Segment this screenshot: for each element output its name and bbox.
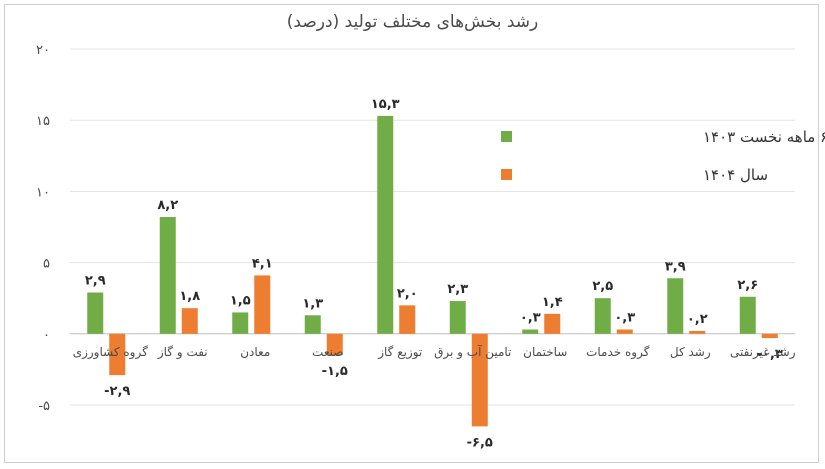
bar-series2 xyxy=(761,333,778,339)
bar-series1 xyxy=(159,217,176,334)
y-tick-label: ۱۰ xyxy=(36,185,50,200)
data-label: ۱,۸ xyxy=(179,289,200,304)
category-label: گروه کشاورزی xyxy=(73,345,148,360)
category-labels: گروه کشاورزی نفت و گاز معادن صنعت توزیع گاز ت… xyxy=(73,344,796,360)
data-label: ۸,۲ xyxy=(157,198,178,213)
bar-series2 xyxy=(181,308,198,334)
y-tick-label: ۱۵ xyxy=(36,114,50,129)
data-label: -۱,۵ xyxy=(322,364,348,379)
bars xyxy=(87,115,778,427)
data-labels: ۲,۹ -۲,۹ ۸,۲ ۱,۸ ۱,۵ ۴,۱ ۱,۳ -۱,۵ ۱۵,۳ ۲,۰ ۲,۳ -۶,۵… xyxy=(85,97,783,450)
category-label: تامین آب و برق xyxy=(434,344,511,360)
category-label: رشد کل xyxy=(670,345,711,360)
bar-series1 xyxy=(667,278,684,334)
gridlines xyxy=(70,48,795,406)
bar-series2 xyxy=(326,333,343,356)
y-tick-label: -۵ xyxy=(38,399,50,414)
bar-series1 xyxy=(87,292,104,334)
legend-swatch xyxy=(501,131,512,142)
category-label: ساختمان xyxy=(523,345,567,359)
bar-series2 xyxy=(544,313,561,334)
data-label: ۱,۴ xyxy=(542,295,563,310)
data-label: ۴,۱ xyxy=(252,256,273,271)
legend: ۶ ماهه نخست ۱۴۰۳ سال ۱۴۰۴ xyxy=(501,128,825,184)
data-label: ۲,۵ xyxy=(592,279,613,294)
chart-frame xyxy=(4,4,819,463)
category-label: رشد غیرنفتی xyxy=(730,345,796,360)
bar-series1 xyxy=(594,298,611,334)
legend-label: ۶ ماهه نخست ۱۴۰۳ xyxy=(703,128,825,146)
chart-title: رشد بخش‌های مختلف تولید (درصد) xyxy=(286,12,539,32)
legend-label: سال ۱۴۰۴ xyxy=(703,166,768,184)
bar-series2 xyxy=(689,330,706,334)
data-label: ۲,۹ xyxy=(85,274,106,289)
category-label: توزیع گاز xyxy=(377,345,422,360)
y-tick-label: ۰ xyxy=(43,328,50,343)
category-label: معادن xyxy=(240,345,270,359)
data-label: -۶,۵ xyxy=(467,435,493,450)
data-label: ۲,۶ xyxy=(737,278,758,293)
data-label: ۱,۳ xyxy=(302,296,323,311)
category-label: صنعت xyxy=(312,345,343,359)
bar-series2 xyxy=(616,329,633,334)
data-label: -۲,۹ xyxy=(104,384,130,399)
data-label: ۲,۰ xyxy=(397,286,418,301)
data-label: ۳,۹ xyxy=(665,259,686,274)
category-label: گروه خدمات xyxy=(586,345,650,360)
bar-series2 xyxy=(471,333,488,427)
bar-series1 xyxy=(232,312,249,334)
bar-series1 xyxy=(739,296,756,334)
data-label: ۰,۲ xyxy=(687,312,708,327)
bar-series1 xyxy=(449,301,466,334)
data-label: ۱۵,۳ xyxy=(371,97,400,112)
y-tick-label: ۵ xyxy=(43,257,50,272)
category-label: نفت و گاز xyxy=(157,345,208,360)
bar-series2 xyxy=(109,333,126,376)
bar-series2 xyxy=(254,275,271,334)
data-label: ۱,۵ xyxy=(230,293,251,308)
bar-series1 xyxy=(304,315,321,334)
data-label: ۰,۳ xyxy=(614,311,635,326)
data-label: ۰,۳ xyxy=(520,311,541,326)
bar-series1 xyxy=(377,115,394,334)
data-label: ۲,۳ xyxy=(447,282,468,297)
data-label: -۰,۳ xyxy=(757,347,783,362)
y-tick-label: ۲۰ xyxy=(36,43,50,58)
y-axis-ticks: -۵ ۰ ۵ ۱۰ ۱۵ ۲۰ xyxy=(36,43,50,414)
bar-series1 xyxy=(522,329,539,334)
legend-swatch xyxy=(501,169,512,180)
bar-series2 xyxy=(399,305,416,334)
